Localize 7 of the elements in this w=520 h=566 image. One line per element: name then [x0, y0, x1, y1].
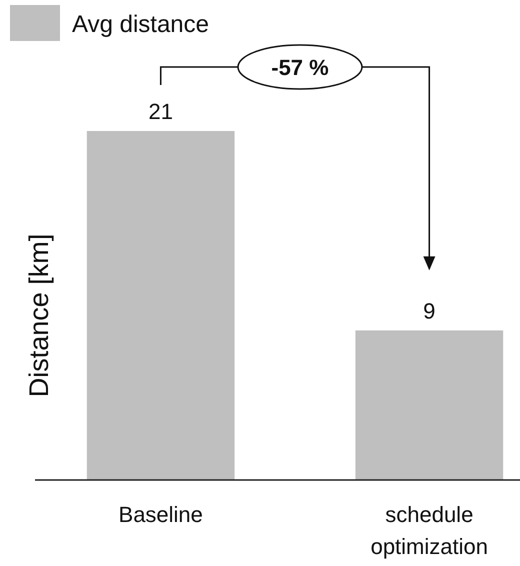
data-label: 21: [148, 99, 173, 124]
x-tick-label: schedule optimization: [370, 502, 488, 559]
x-tick-label: Baseline: [118, 502, 203, 527]
data-label: 9: [423, 298, 436, 324]
text: -57 %: [271, 55, 329, 80]
legend-label: Avg distance: [72, 11, 209, 38]
y-axis-title: Distance [km]: [24, 234, 54, 398]
